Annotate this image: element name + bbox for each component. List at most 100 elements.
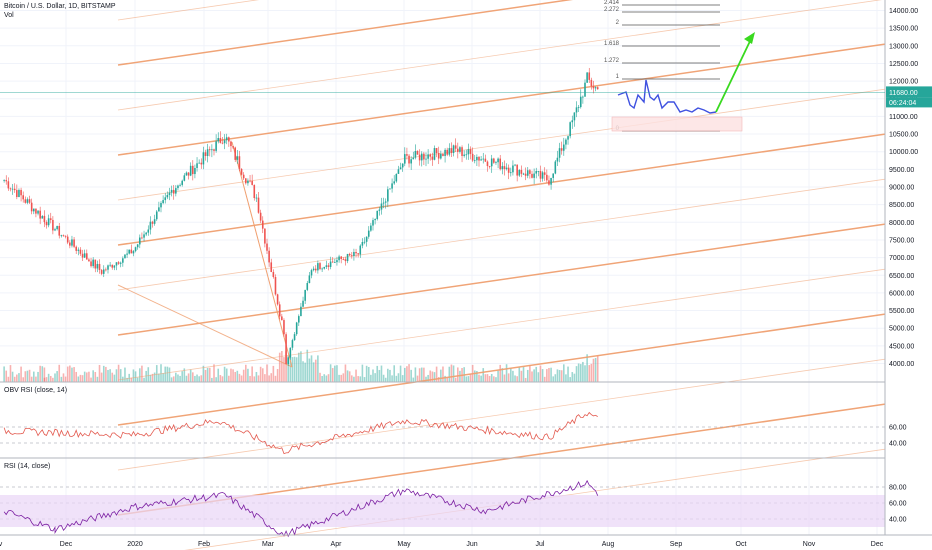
candle-body xyxy=(596,87,599,90)
candle-body xyxy=(471,153,474,161)
candle-body xyxy=(486,161,489,167)
volume-bar xyxy=(575,366,578,382)
candle-body xyxy=(478,156,480,161)
volume-bar xyxy=(569,377,571,382)
volume-bar xyxy=(452,365,455,382)
volume-bar xyxy=(94,371,97,382)
candle-body xyxy=(98,263,101,271)
volume-bar xyxy=(427,374,429,382)
volume-bar xyxy=(334,365,336,382)
candle-body xyxy=(399,167,402,170)
candle-body xyxy=(96,263,99,269)
volume-bar xyxy=(160,364,162,382)
volume-bar xyxy=(353,376,355,382)
candle-body xyxy=(473,160,476,162)
candle-body xyxy=(535,171,538,174)
volume-bar xyxy=(158,373,160,382)
volume-bar xyxy=(590,363,593,382)
volume-bar xyxy=(450,364,453,382)
volume-bar xyxy=(304,362,306,382)
candle-body xyxy=(92,259,94,267)
volume-bar xyxy=(151,373,154,382)
volume-bar xyxy=(592,358,595,382)
volume-bar xyxy=(539,365,542,382)
volume-bar xyxy=(302,361,304,382)
y-tick-label: 5000.00 xyxy=(889,326,914,333)
candle-body xyxy=(395,173,398,182)
candle-body xyxy=(105,269,107,271)
volume-bar xyxy=(66,366,69,382)
volume-bar xyxy=(503,374,506,382)
volume-bar xyxy=(535,366,538,382)
volume-bar xyxy=(488,375,491,382)
candle-body xyxy=(452,145,455,154)
pitchfork-line xyxy=(117,358,886,471)
candle-body xyxy=(397,169,400,174)
volume-bar xyxy=(249,375,251,382)
candle-body xyxy=(58,225,61,236)
candle-body xyxy=(382,202,385,204)
x-tick-label: Feb xyxy=(198,541,210,548)
volume-bar xyxy=(344,364,347,382)
candle-body xyxy=(412,157,415,160)
x-tick-label: Jun xyxy=(466,541,477,548)
y-tick-label: 8000.00 xyxy=(889,220,914,227)
volume-bar xyxy=(98,364,101,382)
osc-line xyxy=(3,479,599,538)
y-tick-label: 4000.00 xyxy=(889,361,914,368)
candle-body xyxy=(245,178,247,184)
candle-body xyxy=(66,236,69,243)
volume-bar xyxy=(565,374,567,382)
volume-bar xyxy=(560,370,563,382)
volume-bar xyxy=(359,376,362,382)
volume-bar xyxy=(522,366,525,382)
pitchfork-handle xyxy=(231,141,293,368)
volume-bar xyxy=(37,371,39,382)
candle-body xyxy=(259,212,262,221)
x-tick-label: Nov xyxy=(803,541,816,548)
volume-bar xyxy=(473,370,476,382)
candle-body xyxy=(384,201,387,203)
pitchfork-line xyxy=(117,0,574,66)
y-tick-label: 7000.00 xyxy=(889,255,914,262)
candle-body xyxy=(501,166,504,170)
candle-body xyxy=(329,261,332,267)
volume-bar xyxy=(149,374,152,382)
candle-body xyxy=(594,87,597,89)
candle-body xyxy=(166,194,169,198)
volume-bar xyxy=(596,355,599,382)
candle-body xyxy=(270,262,273,273)
candle-body xyxy=(573,112,576,121)
candle-body xyxy=(69,242,71,246)
pitchfork-line xyxy=(117,133,886,246)
candle-body xyxy=(3,180,5,181)
candle-body xyxy=(43,218,46,223)
volume-bar xyxy=(164,366,167,382)
candle-body xyxy=(512,165,514,173)
candle-body xyxy=(575,107,578,113)
volume-bar xyxy=(582,361,584,382)
candle-body xyxy=(552,173,554,178)
volume-bar xyxy=(69,365,71,382)
x-tick-label: May xyxy=(397,541,411,548)
candle-body xyxy=(168,192,171,195)
candle-body xyxy=(327,265,330,267)
volume-bar xyxy=(457,367,459,382)
candle-body xyxy=(372,220,374,226)
candle-body xyxy=(236,156,239,160)
volume-bar xyxy=(177,374,179,382)
volume-bar xyxy=(512,370,514,382)
volume-bar xyxy=(442,366,444,382)
volume-bar xyxy=(586,354,588,382)
volume-bar xyxy=(416,375,419,382)
candle-body xyxy=(448,148,451,155)
volume-bar xyxy=(484,374,487,382)
volume-bar xyxy=(378,369,381,382)
volume-bar xyxy=(75,371,77,382)
volume-bar xyxy=(126,377,128,382)
candle-body xyxy=(323,266,326,269)
volume-bar xyxy=(7,376,10,382)
grid xyxy=(0,0,885,535)
candle-body xyxy=(283,320,285,335)
